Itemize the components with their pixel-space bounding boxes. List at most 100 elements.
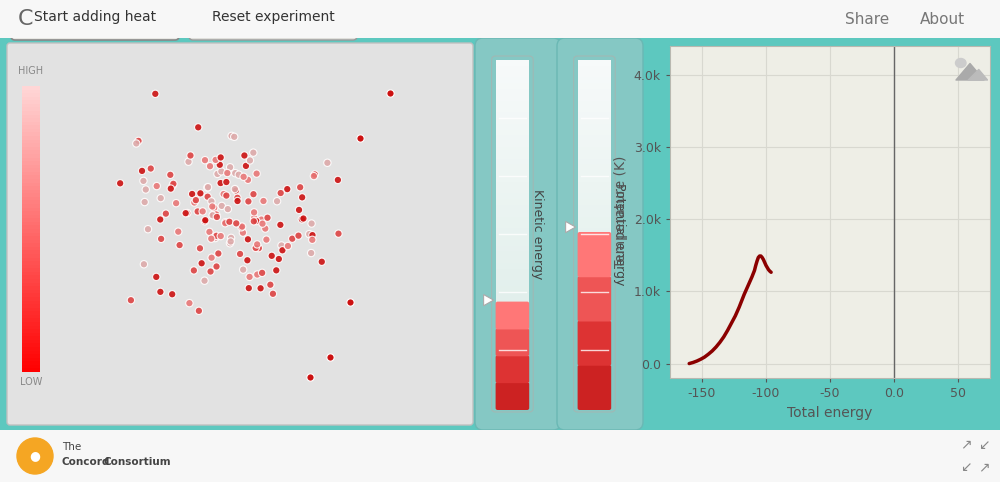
Bar [578,181,611,187]
Bar [496,141,529,147]
Text: Concord: Concord [62,457,110,467]
Point [204,202,220,210]
Point [202,162,218,170]
Bar [22,300,40,304]
Point [240,176,256,184]
Bar [578,170,611,176]
FancyBboxPatch shape [578,321,611,366]
Bar [578,228,611,234]
Bar [578,402,611,408]
Point [128,140,144,147]
Point [262,281,278,289]
Bar [496,373,529,379]
Point [165,181,181,189]
Point [212,161,228,169]
Point [342,298,358,306]
Point [319,159,335,167]
Point [269,197,285,205]
Bar [496,396,529,402]
Point [200,193,216,201]
Bar [22,225,40,229]
Bar [496,297,529,304]
Bar [496,326,529,333]
Bar [496,378,529,385]
Bar [22,143,40,147]
Bar [578,164,611,170]
Point [223,238,239,245]
Point [249,241,265,248]
Point [272,221,288,228]
Bar [22,228,40,233]
Bar [578,204,611,211]
Y-axis label: Temperature (K): Temperature (K) [614,156,628,268]
Point [186,199,202,206]
Bar [496,390,529,396]
Bar [22,314,40,319]
Bar [578,257,611,263]
Point [204,254,220,262]
Bar [22,214,40,218]
Bar [496,384,529,390]
Point [232,250,248,258]
Bar [22,221,40,226]
Point [304,236,320,244]
Point [245,149,261,157]
Bar [496,118,529,124]
Bar [22,114,40,118]
FancyBboxPatch shape [578,232,611,277]
Bar [578,147,611,153]
Bar [496,147,529,153]
Point [245,190,261,198]
Bar [22,282,40,286]
Point [223,234,239,242]
Point [246,214,262,222]
Point [134,167,150,175]
Bar [22,132,40,136]
Point [222,163,238,171]
Point [246,209,262,216]
Point [190,123,206,131]
Bar [22,218,40,222]
Bar [578,129,611,135]
Point [184,190,200,198]
Point [274,246,290,254]
Bar [496,77,529,83]
Point [197,216,213,224]
Bar [22,357,40,362]
FancyBboxPatch shape [578,276,611,321]
Point [197,156,213,164]
Bar [496,321,529,327]
Point [240,235,256,243]
Point [236,152,252,160]
Bar [578,286,611,292]
Text: Reset experiment: Reset experiment [212,10,334,24]
Bar [22,207,40,211]
Point [210,250,226,257]
Bar [578,65,611,72]
Point [268,267,284,274]
Point [200,183,216,191]
Bar [578,396,611,402]
Point [148,273,164,281]
FancyBboxPatch shape [557,38,643,430]
Point [382,89,398,97]
Bar [22,286,40,290]
Point [306,172,322,180]
Bar [22,336,40,340]
FancyBboxPatch shape [496,355,529,383]
Bar [578,199,611,205]
Point [213,179,229,187]
Point [123,296,139,304]
Point [304,220,320,228]
Point [251,244,267,252]
Bar [22,128,40,133]
Point [130,137,146,145]
FancyBboxPatch shape [0,430,1000,482]
Bar [22,293,40,297]
Bar [496,257,529,263]
Bar [496,158,529,164]
Bar [578,106,611,112]
Bar [578,158,611,164]
Bar [496,129,529,135]
Text: ↗: ↗ [960,438,972,452]
